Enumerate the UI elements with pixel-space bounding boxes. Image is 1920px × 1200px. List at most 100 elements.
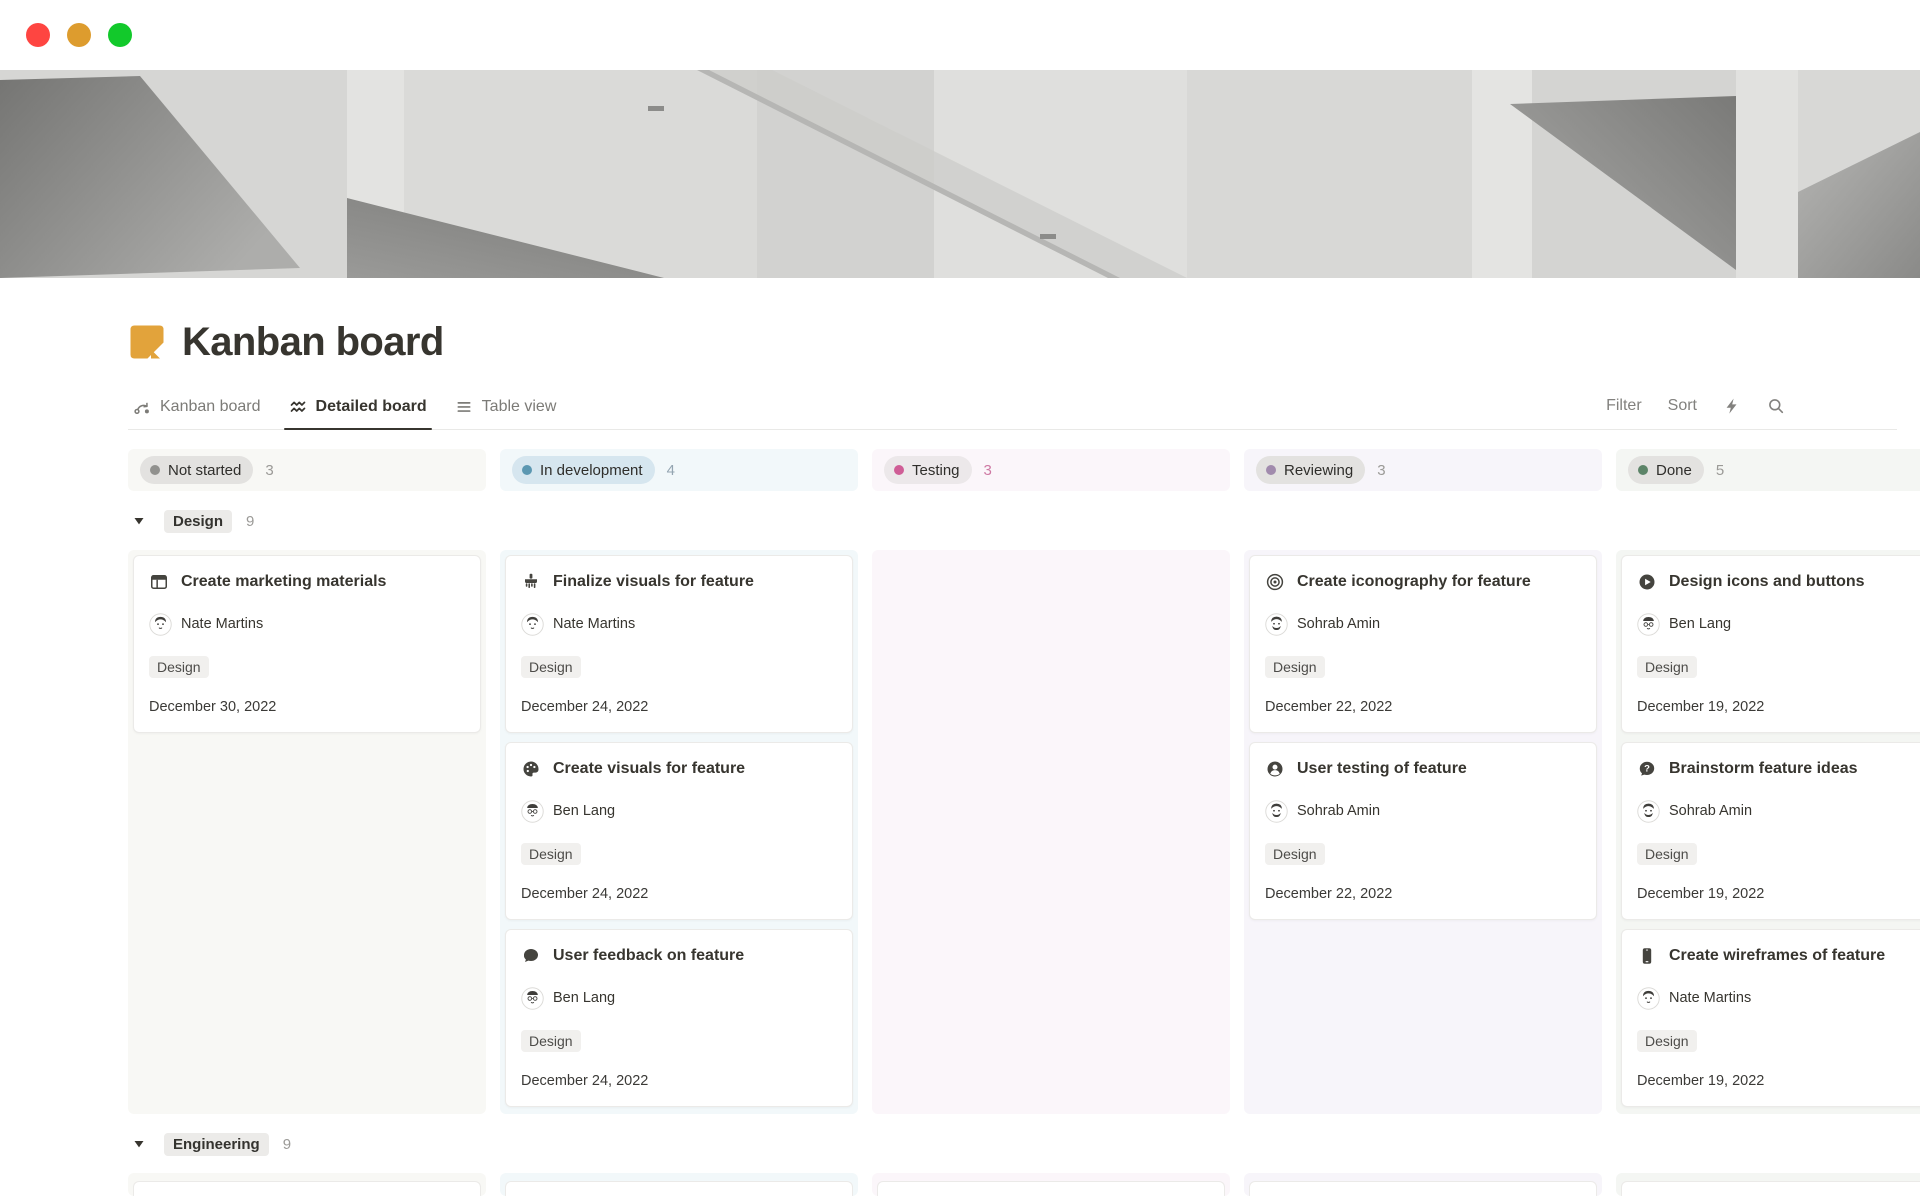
card-title-row: User feedback on feature — [521, 946, 837, 966]
column-body-in-development: Finalize visuals for feature Nate Martins… — [500, 550, 858, 1114]
close-button[interactable] — [26, 23, 50, 47]
assignee-name: Ben Lang — [1669, 616, 1732, 633]
group-label[interactable]: Design — [164, 509, 233, 533]
card-create-wireframes-of-feature[interactable]: Create wireframes of feature Nate Martins… — [1621, 929, 1920, 1107]
status-dot — [1266, 465, 1276, 475]
column-count: 3 — [265, 461, 274, 479]
tab-label: Table view — [481, 398, 557, 415]
avatar — [521, 799, 544, 823]
status-pill-in-development[interactable]: In development — [512, 456, 655, 484]
speech-bubble-icon — [521, 946, 541, 966]
brush-icon — [521, 572, 541, 592]
avatar — [1637, 799, 1660, 823]
tag: Design — [1637, 1030, 1697, 1053]
column-count: 3 — [983, 461, 992, 479]
tag: Design — [149, 656, 209, 679]
card-title: User testing of feature — [1297, 760, 1467, 777]
tab-table-view[interactable]: Table view — [450, 388, 562, 429]
due-date: December 19, 2022 — [1637, 885, 1765, 902]
question-bubble-icon: ? — [1637, 759, 1657, 779]
assignee: Nate Martins — [521, 612, 837, 636]
column-header-done: Done 5 — [1616, 449, 1920, 491]
lightning-icon[interactable] — [1723, 397, 1741, 415]
status-dot — [150, 465, 160, 475]
group-toggle[interactable] — [128, 510, 150, 532]
status-dot — [894, 465, 904, 475]
avatar — [1265, 612, 1288, 636]
filter-button[interactable]: Filter — [1606, 397, 1642, 414]
status-pill-testing[interactable]: Testing — [884, 456, 972, 484]
card-finalize-visuals-for-feature[interactable]: Finalize visuals for feature Nate Martins… — [505, 555, 853, 733]
page-icon[interactable] — [128, 323, 166, 361]
group-header-design: Design 9 — [128, 504, 1920, 538]
due-date: December 24, 2022 — [521, 1072, 649, 1089]
assignee-name: Sohrab Amin — [1669, 803, 1753, 820]
column-body-in-development — [500, 1173, 858, 1196]
card-title-row: Create marketing materials — [149, 572, 465, 592]
tag: Design — [521, 1030, 581, 1053]
list-lines-icon — [455, 398, 473, 416]
tab-detailed-board[interactable]: Detailed board — [283, 388, 432, 430]
card-title-row: Create wireframes of feature — [1637, 946, 1920, 966]
card-create-visuals-for-feature[interactable]: Create visuals for feature Ben Lang Design… — [505, 742, 853, 920]
tag: Design — [521, 656, 581, 679]
column-body-reviewing — [1244, 1173, 1602, 1196]
status-pill-reviewing[interactable]: Reviewing — [1256, 456, 1366, 484]
card[interactable] — [1249, 1181, 1597, 1196]
status-pill-not-started[interactable]: Not started — [140, 456, 254, 484]
assignee-name: Sohrab Amin — [1297, 803, 1381, 820]
status-label: Not started — [168, 461, 242, 479]
sort-button[interactable]: Sort — [1667, 397, 1697, 414]
card-title-row: Create visuals for feature — [521, 759, 837, 779]
card[interactable] — [505, 1181, 853, 1196]
target-icon — [1265, 572, 1285, 592]
status-dot — [1638, 465, 1648, 475]
tab-label: Kanban board — [160, 398, 261, 415]
column-body-testing — [872, 1173, 1230, 1196]
status-pill-done[interactable]: Done — [1628, 456, 1704, 484]
svg-text:?: ? — [1644, 764, 1650, 775]
due-date: December 24, 2022 — [521, 698, 649, 715]
card-create-marketing-materials[interactable]: Create marketing materials Nate Martins De… — [133, 555, 481, 733]
card[interactable] — [133, 1181, 481, 1196]
minimize-button[interactable] — [67, 23, 91, 47]
card-user-testing-of-feature[interactable]: User testing of feature Sohrab Amin Design… — [1249, 742, 1597, 920]
card[interactable] — [1621, 1181, 1920, 1196]
assignee-name: Sohrab Amin — [1297, 616, 1381, 633]
column-headers-row: Not started 3 In development 4 Testing 3 Revie… — [128, 449, 1920, 491]
group-label[interactable]: Engineering — [164, 1132, 269, 1156]
card-title: Create wireframes of feature — [1669, 947, 1886, 964]
column-body-done — [1616, 1173, 1920, 1196]
column-body-not-started — [128, 1173, 486, 1196]
card-title-row: Design icons and buttons — [1637, 572, 1920, 592]
due-date: December 24, 2022 — [521, 885, 649, 902]
card[interactable] — [877, 1181, 1225, 1196]
assignee-name: Ben Lang — [553, 803, 616, 820]
zoom-button[interactable] — [108, 23, 132, 47]
assignee: Ben Lang — [521, 986, 837, 1010]
group-toggle[interactable] — [128, 1133, 150, 1155]
column-count: 3 — [1377, 461, 1386, 479]
view-toolbar: Filter Sort — [1606, 397, 1785, 429]
assignee: Sohrab Amin — [1637, 799, 1920, 823]
column-body-not-started: Create marketing materials Nate Martins De… — [128, 550, 486, 1114]
card-create-iconography-for-feature[interactable]: Create iconography for feature Sohrab Ami… — [1249, 555, 1597, 733]
search-icon[interactable] — [1767, 397, 1785, 415]
card-brainstorm-feature-ideas[interactable]: ? Brainstorm feature ideas Sohrab Amin Desi… — [1621, 742, 1920, 920]
palette-icon — [521, 759, 541, 779]
status-label: Testing — [912, 461, 960, 479]
column-body-reviewing: Create iconography for feature Sohrab Ami… — [1244, 550, 1602, 1114]
card-title: Brainstorm feature ideas — [1669, 760, 1858, 777]
status-label: Reviewing — [1284, 461, 1354, 479]
column-count: 4 — [666, 461, 675, 479]
tag: Design — [1265, 843, 1325, 866]
column-header-testing: Testing 3 — [872, 449, 1230, 491]
card-title-row: Create iconography for feature — [1265, 572, 1581, 592]
tab-kanban-board[interactable]: Kanban board — [128, 388, 266, 429]
due-date: December 19, 2022 — [1637, 1072, 1765, 1089]
flow-arrow-icon — [133, 398, 151, 416]
card-design-icons-and-buttons[interactable]: Design icons and buttons Ben Lang Design De… — [1621, 555, 1920, 733]
card-user-feedback-on-feature[interactable]: User feedback on feature Ben Lang Design De… — [505, 929, 853, 1107]
page-title[interactable]: Kanban board — [182, 319, 444, 364]
assignee: Ben Lang — [521, 799, 837, 823]
